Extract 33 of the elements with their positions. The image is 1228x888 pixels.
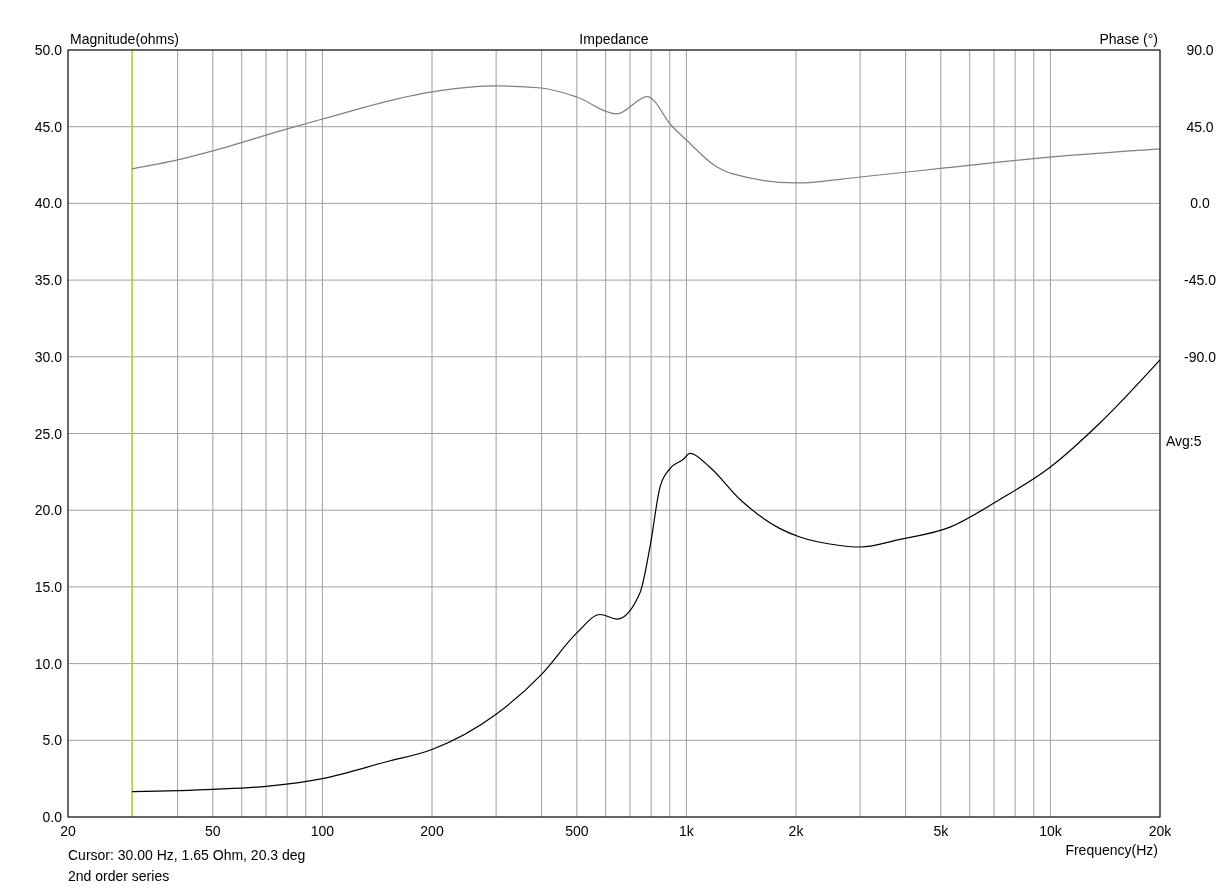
y-tick-label: 20.0: [34, 502, 63, 519]
y2-tick-label: 45.0: [1186, 118, 1214, 135]
x-tick-label: 200: [420, 823, 444, 839]
text: 2nd order series: [68, 868, 170, 884]
x-tick-label: 100: [310, 823, 335, 839]
x-tick-label: 500: [565, 823, 589, 839]
x-tick-label: 10k: [1039, 823, 1063, 839]
y2-tick-label: -45.0: [1184, 272, 1217, 289]
text: Cursor: 30.00 Hz, 1.65 Ohm, 20.3 deg: [68, 847, 306, 863]
text: Avg:5: [1166, 433, 1202, 449]
y2-tick-label: 0.0: [1190, 195, 1210, 212]
x-tick-label: 2k: [788, 823, 805, 839]
y-tick-label: 35.0: [34, 272, 63, 289]
y-axis-title: Magnitude(ohms): [70, 31, 179, 47]
y-tick-label: 0.0: [42, 809, 63, 825]
y-tick-label: 10.0: [34, 655, 63, 672]
x-tick-label: 5k: [933, 823, 950, 839]
x-tick-label: 20k: [1148, 823, 1173, 839]
chart-title: Impedance: [579, 31, 649, 47]
x-axis-title: Frequency(Hz): [1065, 842, 1158, 858]
x-tick-label: 1k: [679, 823, 695, 839]
y2-tick-label: 90.0: [1186, 42, 1214, 58]
x-tick-label: 50: [205, 823, 221, 839]
y-tick-label: 45.0: [34, 118, 63, 135]
y-tick-label: 25.0: [34, 425, 63, 442]
y-tick-label: 15.0: [34, 578, 63, 595]
y2-tick-label: -90.0: [1184, 348, 1217, 365]
y-tick-label: 5.0: [42, 732, 63, 749]
y-tick-label: 50.0: [34, 42, 63, 58]
y-tick-label: 30.0: [34, 348, 63, 365]
x-tick-label: 20: [60, 823, 76, 839]
y-tick-label: 40.0: [34, 195, 63, 212]
y2-axis-title: Phase (°): [1099, 31, 1158, 47]
